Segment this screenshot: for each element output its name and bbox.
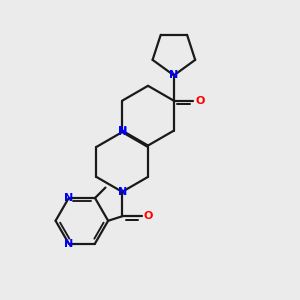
Text: N: N (118, 187, 127, 197)
Text: O: O (195, 96, 205, 106)
Text: N: N (64, 193, 73, 203)
Text: N: N (64, 238, 73, 248)
Text: N: N (118, 127, 127, 137)
Text: N: N (169, 70, 178, 80)
Text: N: N (118, 126, 127, 136)
Text: O: O (143, 211, 153, 221)
